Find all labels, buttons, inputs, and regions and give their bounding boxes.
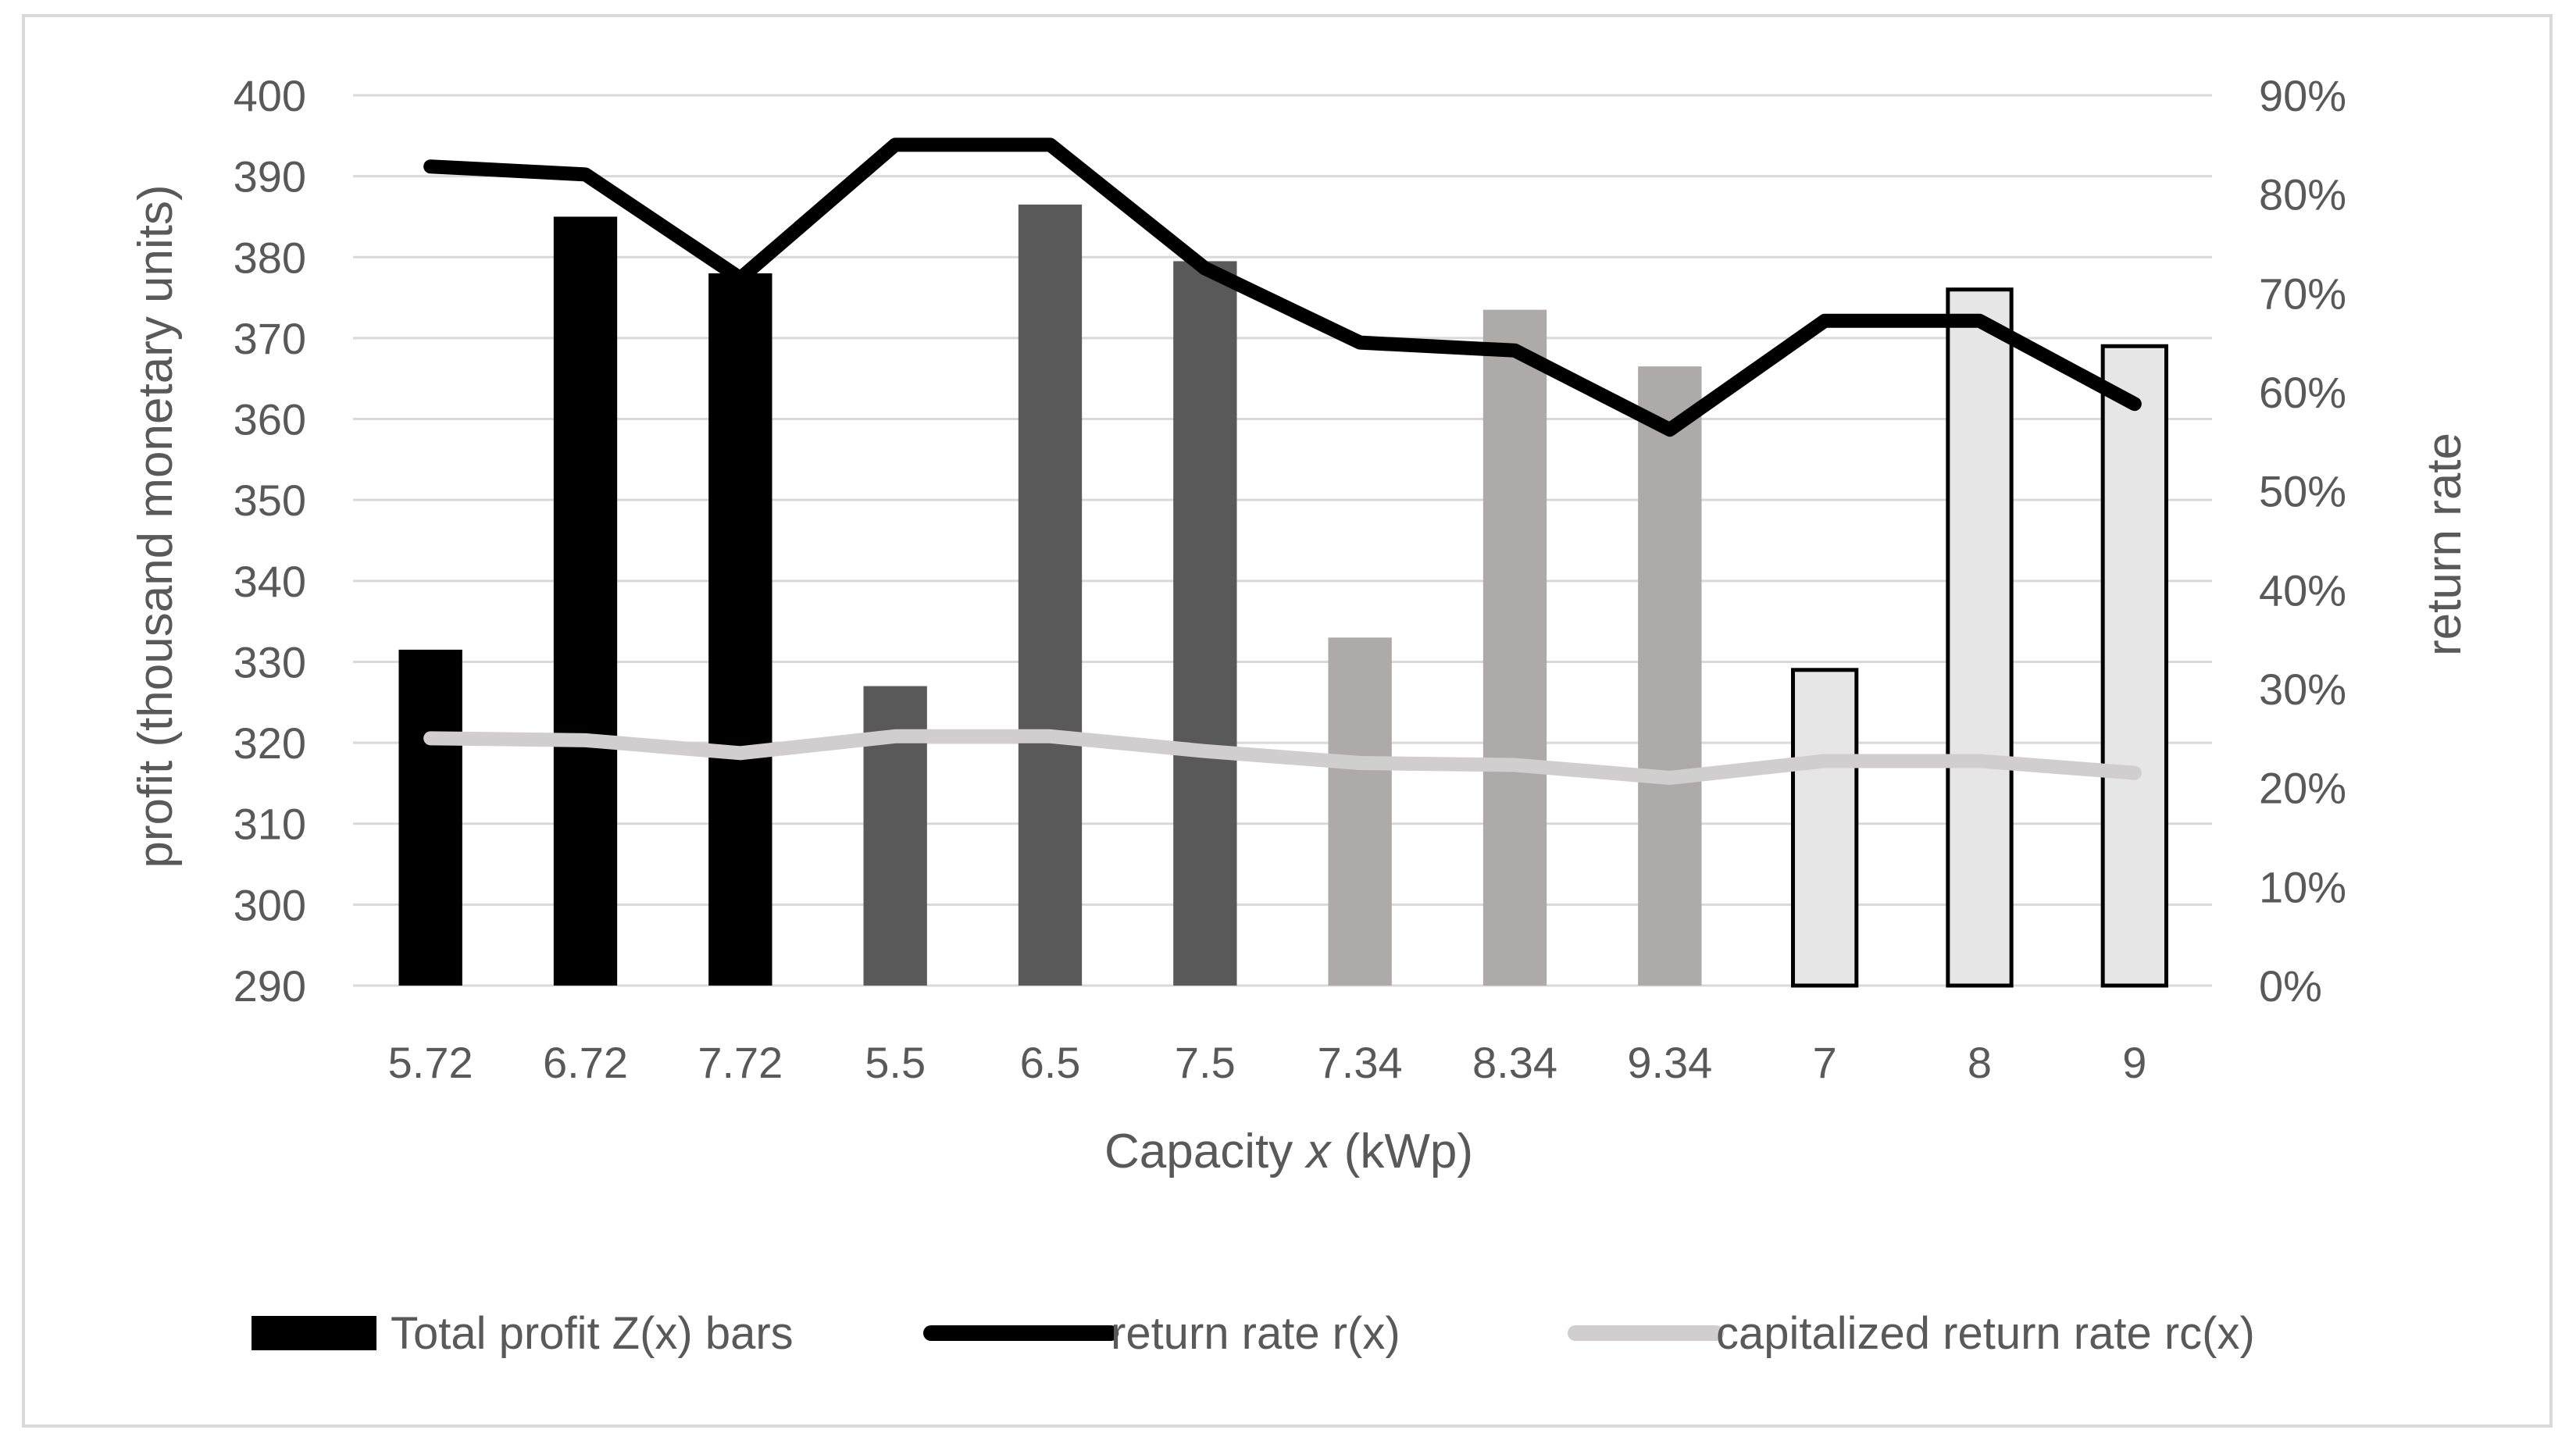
y2-axis-title: return rate xyxy=(2417,433,2471,656)
y-tick-label: 350 xyxy=(234,476,306,525)
capitalized-return-rate-line xyxy=(423,729,2142,785)
y2-tick-label: 60% xyxy=(2259,368,2346,417)
x-tick-label: 5.5 xyxy=(865,1038,926,1087)
bar xyxy=(1328,637,1392,986)
bar xyxy=(398,649,462,986)
x-axis-title: Capacity x (kWp) xyxy=(1104,1125,1473,1178)
y2-tick-label: 10% xyxy=(2259,862,2346,911)
y2-tick-label: 20% xyxy=(2259,764,2346,813)
bar-series xyxy=(398,204,2168,988)
x-axis-title-suffix: (kWp) xyxy=(1330,1125,1473,1178)
bar xyxy=(1946,287,2014,988)
x-tick-label: 5.72 xyxy=(388,1038,473,1087)
y2-tick-label: 90% xyxy=(2259,71,2346,120)
x-tick-label: 7.72 xyxy=(698,1038,783,1087)
bar xyxy=(1791,668,1859,988)
x-axis-title-variable: x xyxy=(1304,1125,1332,1178)
return-rate-line xyxy=(423,137,2142,437)
x-tick-label: 7.34 xyxy=(1318,1038,1403,1087)
chart-svg: 290 300 310 320 330 340 350 360 370 380 390 400 0% 1… xyxy=(129,71,2471,1359)
x-tick-label: 6.5 xyxy=(1020,1038,1081,1087)
bar xyxy=(1482,309,1547,986)
bar xyxy=(553,216,618,986)
chart-frame: 290 300 310 320 330 340 350 360 370 380 390 400 0% 1… xyxy=(22,14,2553,1428)
legend-label-capitalized-return-rate: capitalized return rate rc(x) xyxy=(1716,1308,2255,1359)
y-tick-label: 300 xyxy=(234,880,306,929)
y-tick-label: 390 xyxy=(234,152,306,201)
y2-tick-label: 80% xyxy=(2259,170,2346,219)
bar xyxy=(2100,344,2168,988)
y-tick-label: 310 xyxy=(234,800,306,849)
y-tick-label: 370 xyxy=(234,314,306,363)
x-tick-label: 9.34 xyxy=(1627,1038,1712,1087)
gridlines xyxy=(353,94,2212,987)
y-tick-label: 330 xyxy=(234,637,306,686)
line-series xyxy=(423,137,2142,785)
bar xyxy=(1638,366,1702,986)
y-tick-label: 380 xyxy=(234,233,306,282)
bar xyxy=(1018,204,1083,986)
right-axis-ticks: 0% 10% 20% 30% 40% 50% 60% 70% 80% 90% xyxy=(2259,71,2346,1011)
x-tick-label: 8.34 xyxy=(1472,1038,1557,1087)
legend-swatch-total-profit xyxy=(252,1316,376,1350)
legend: Total profit Z(x) bars return rate r(x) … xyxy=(252,1308,2255,1359)
legend-label-return-rate: return rate r(x) xyxy=(1111,1308,1400,1359)
legend-label-total-profit: Total profit Z(x) bars xyxy=(391,1308,794,1359)
y2-tick-label: 30% xyxy=(2259,665,2346,714)
x-tick-label: 8 xyxy=(1968,1038,1992,1087)
x-tick-label: 7 xyxy=(1813,1038,1837,1087)
y2-tick-label: 0% xyxy=(2259,961,2322,1011)
y-tick-label: 400 xyxy=(234,71,306,120)
y-tick-label: 290 xyxy=(234,961,306,1011)
x-tick-label: 9 xyxy=(2122,1038,2146,1087)
bar xyxy=(708,273,772,986)
x-axis-title-prefix: Capacity xyxy=(1104,1125,1306,1178)
left-axis-ticks: 290 300 310 320 330 340 350 360 370 380 390 400 xyxy=(234,71,306,1011)
y2-tick-label: 40% xyxy=(2259,565,2346,615)
x-tick-label: 7.5 xyxy=(1175,1038,1236,1087)
y-axis-title: profit (thousand monetary units) xyxy=(129,184,183,868)
y-tick-label: 340 xyxy=(234,557,306,606)
bar xyxy=(1173,261,1237,986)
x-axis-ticks: 5.72 6.72 7.72 5.5 6.5 7.5 7.34 8.34 9.34 7 8 9 xyxy=(388,1038,2147,1087)
y-tick-label: 360 xyxy=(234,395,306,444)
y2-tick-label: 50% xyxy=(2259,467,2346,516)
y-tick-label: 320 xyxy=(234,718,306,768)
x-tick-label: 6.72 xyxy=(543,1038,628,1087)
y2-tick-label: 70% xyxy=(2259,269,2346,318)
